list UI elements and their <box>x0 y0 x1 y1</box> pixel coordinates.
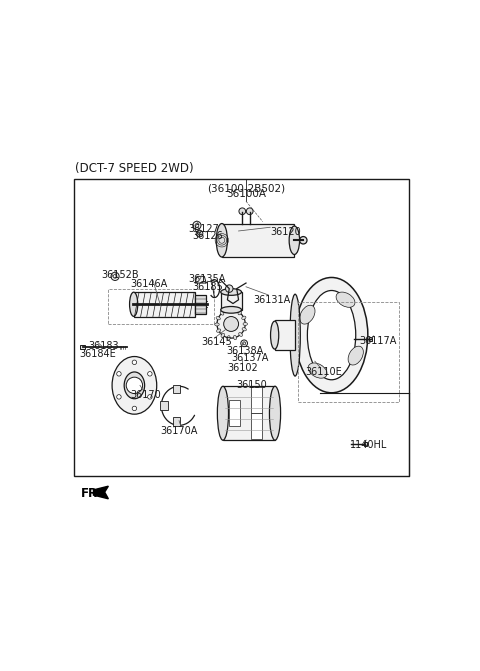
Circle shape <box>226 285 233 293</box>
Bar <box>251 413 262 439</box>
Circle shape <box>148 395 152 399</box>
Ellipse shape <box>243 323 248 325</box>
Bar <box>133 293 195 317</box>
Circle shape <box>217 310 245 338</box>
Text: 36135A: 36135A <box>188 274 226 285</box>
Ellipse shape <box>130 292 138 316</box>
Text: 36127: 36127 <box>188 223 219 234</box>
Circle shape <box>117 372 121 376</box>
Bar <box>298 302 398 402</box>
Polygon shape <box>195 276 206 283</box>
Ellipse shape <box>242 327 246 331</box>
Ellipse shape <box>238 311 241 315</box>
Ellipse shape <box>232 308 236 313</box>
Bar <box>108 289 215 324</box>
Ellipse shape <box>220 311 224 315</box>
Ellipse shape <box>112 356 156 414</box>
Circle shape <box>132 360 137 364</box>
Text: 36110E: 36110E <box>305 367 342 376</box>
Circle shape <box>193 221 201 229</box>
Text: 36183: 36183 <box>88 341 119 351</box>
Text: (DCT-7 SPEED 2WD): (DCT-7 SPEED 2WD) <box>75 162 193 175</box>
Circle shape <box>126 377 143 393</box>
Bar <box>160 401 168 409</box>
Text: 36138A: 36138A <box>227 346 264 356</box>
Bar <box>275 320 295 350</box>
Circle shape <box>224 317 239 331</box>
Ellipse shape <box>308 363 327 378</box>
Ellipse shape <box>233 336 237 340</box>
Circle shape <box>148 372 152 376</box>
Bar <box>173 385 180 393</box>
Text: 36170: 36170 <box>130 390 161 400</box>
Ellipse shape <box>348 346 363 365</box>
Circle shape <box>196 230 203 237</box>
Text: 36131A: 36131A <box>253 295 291 305</box>
Circle shape <box>113 274 117 278</box>
Circle shape <box>198 232 201 235</box>
Circle shape <box>117 395 121 399</box>
Ellipse shape <box>290 294 300 376</box>
Text: (36100-2B502): (36100-2B502) <box>207 183 285 193</box>
Bar <box>369 337 372 341</box>
Text: 36145: 36145 <box>202 337 232 347</box>
Bar <box>228 400 240 426</box>
Text: 36100A: 36100A <box>226 189 266 199</box>
Bar <box>222 223 294 257</box>
Ellipse shape <box>289 226 300 254</box>
Text: FR.: FR. <box>81 486 102 500</box>
Ellipse shape <box>271 321 279 349</box>
Text: 36120: 36120 <box>270 227 301 238</box>
Circle shape <box>111 272 119 280</box>
Text: 36117A: 36117A <box>360 336 397 346</box>
Circle shape <box>300 237 307 244</box>
Bar <box>251 387 262 413</box>
Ellipse shape <box>216 223 228 257</box>
Ellipse shape <box>124 372 144 399</box>
Ellipse shape <box>221 289 241 295</box>
Text: 36126: 36126 <box>192 231 223 241</box>
Text: 36150: 36150 <box>236 380 267 390</box>
Ellipse shape <box>215 323 219 326</box>
Text: 36152B: 36152B <box>101 270 139 280</box>
Bar <box>363 442 367 446</box>
Bar <box>80 345 85 350</box>
Circle shape <box>239 208 246 215</box>
Ellipse shape <box>226 308 229 313</box>
Text: 36146A: 36146A <box>131 279 168 289</box>
Bar <box>173 417 180 425</box>
Ellipse shape <box>336 292 355 307</box>
Ellipse shape <box>300 305 315 324</box>
Ellipse shape <box>242 316 246 319</box>
Bar <box>221 292 241 310</box>
Bar <box>74 179 409 476</box>
Ellipse shape <box>227 336 230 340</box>
Ellipse shape <box>269 386 281 440</box>
Circle shape <box>241 340 248 347</box>
Bar <box>223 386 275 440</box>
Circle shape <box>132 406 137 411</box>
Text: 36184E: 36184E <box>80 349 117 359</box>
Circle shape <box>246 208 253 215</box>
Ellipse shape <box>217 386 228 440</box>
Text: 1140HL: 1140HL <box>350 440 387 450</box>
Circle shape <box>195 223 199 227</box>
Ellipse shape <box>239 333 242 336</box>
Ellipse shape <box>216 317 220 320</box>
Ellipse shape <box>221 307 241 313</box>
Polygon shape <box>94 486 108 499</box>
Text: 36170A: 36170A <box>160 426 198 436</box>
Text: 36137A: 36137A <box>231 353 268 363</box>
Circle shape <box>243 342 246 345</box>
Ellipse shape <box>295 278 368 393</box>
Ellipse shape <box>307 291 356 380</box>
Text: 36185: 36185 <box>192 282 223 292</box>
Ellipse shape <box>216 329 221 332</box>
Ellipse shape <box>221 333 225 338</box>
Text: 36102: 36102 <box>228 363 258 373</box>
Bar <box>195 295 206 313</box>
